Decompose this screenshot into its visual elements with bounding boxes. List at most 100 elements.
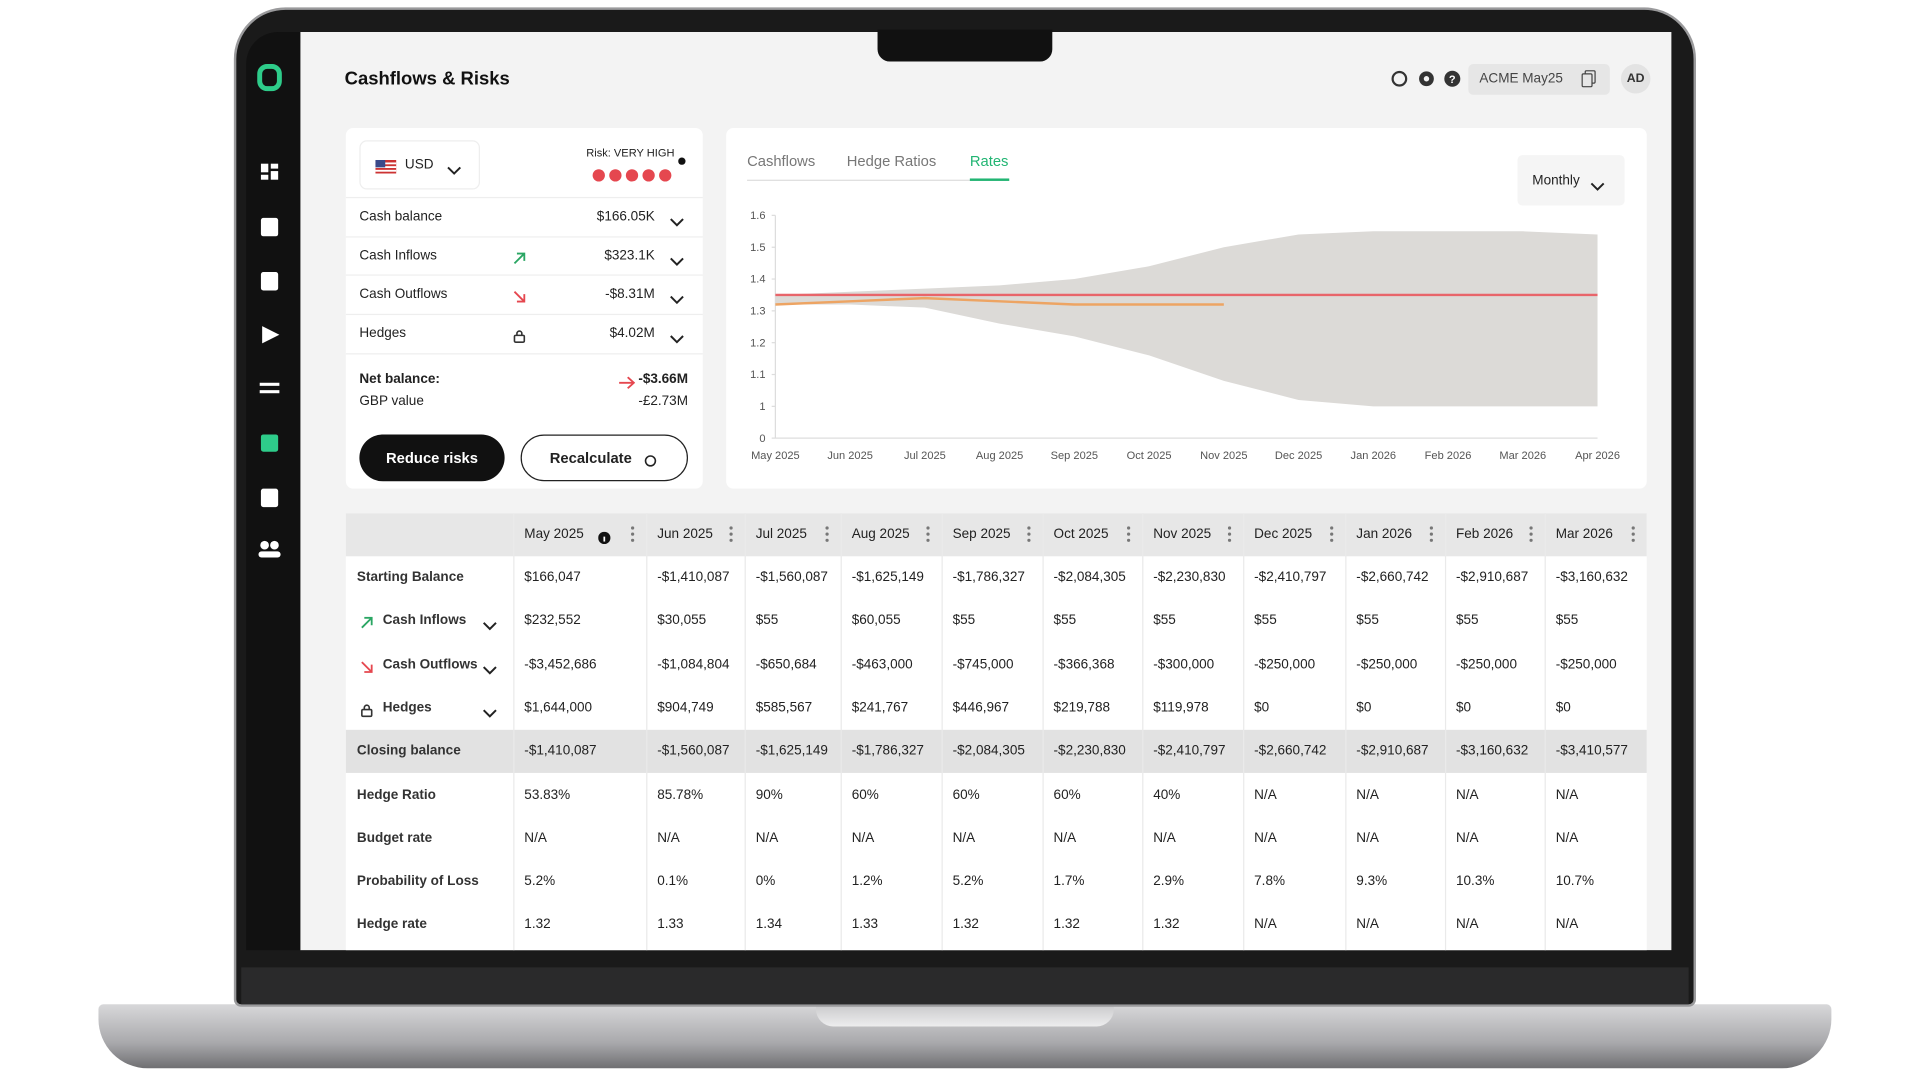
column-menu[interactable]	[1227, 526, 1232, 543]
column-rule	[1042, 513, 1044, 951]
row-divider	[345, 313, 703, 316]
cell: $55	[1555, 613, 1579, 629]
column-menu[interactable]	[1126, 526, 1131, 543]
cell: N/A	[1455, 917, 1479, 933]
cell: $0	[1254, 700, 1270, 715]
cell: -$2,084,305	[1053, 569, 1126, 585]
chevron[interactable]	[670, 251, 685, 267]
column-header: Jun 2025	[657, 526, 713, 542]
column-rule	[1142, 513, 1144, 951]
chevron-glyph	[482, 665, 497, 675]
flag-icon-glyph	[375, 159, 397, 174]
reduce-risks-button[interactable]	[359, 434, 505, 482]
chevron-glyph	[1590, 182, 1605, 191]
column-menu-glyph	[631, 526, 635, 542]
chevron[interactable]	[482, 659, 497, 675]
period-select[interactable]	[1517, 155, 1625, 206]
y-tick-label: 0	[759, 433, 765, 445]
chevron[interactable]	[670, 289, 685, 305]
chevron[interactable]	[447, 160, 462, 175]
chevron[interactable]	[1590, 176, 1605, 191]
cell: N/A	[851, 830, 875, 846]
cell: N/A	[952, 830, 976, 846]
cell: -$1,410,087	[657, 569, 730, 585]
cell: $446,967	[952, 700, 1010, 715]
currency-select[interactable]	[359, 140, 480, 190]
row-icon	[513, 250, 526, 265]
summary-value: -$8.31M	[605, 286, 655, 302]
column-menu[interactable]	[1529, 526, 1534, 543]
cell: $0	[1455, 700, 1472, 715]
cell: -$3,452,686	[524, 656, 597, 672]
net-arrow-glyph	[619, 376, 636, 389]
copy-icon[interactable]	[1581, 70, 1597, 88]
cell: $0	[1356, 700, 1372, 715]
chevron[interactable]	[670, 329, 685, 344]
cell: $166,047	[524, 569, 581, 585]
cell: $219,788	[1053, 700, 1111, 715]
column-menu[interactable]	[1429, 526, 1434, 543]
cell: 1.32	[1053, 917, 1080, 933]
column-menu[interactable]	[825, 526, 830, 543]
cell: -$2,230,830	[1153, 569, 1226, 585]
cell: 0%	[755, 873, 776, 889]
cell: -$2,230,830	[1053, 743, 1126, 759]
gbp-label: GBP value	[359, 393, 424, 409]
row-label: Cash Outflows	[382, 656, 478, 672]
currency: USD	[404, 157, 434, 173]
cell: -$250,000	[1455, 656, 1517, 672]
cell: N/A	[1254, 917, 1277, 933]
risk-label: Risk: VERY HIGH	[586, 146, 675, 159]
cell: 1.2%	[851, 873, 883, 889]
rate-line	[775, 296, 1224, 306]
toolbar-icons[interactable]: ?	[1386, 66, 1465, 91]
column-menu[interactable]	[729, 526, 734, 543]
info-icon	[598, 528, 611, 544]
cell: N/A	[1555, 830, 1579, 846]
column-menu[interactable]	[1026, 526, 1031, 543]
cell: 85.78%	[657, 787, 704, 802]
row-divider	[345, 274, 703, 276]
column-rule	[744, 513, 746, 951]
x-tick-label: May 2025	[751, 450, 800, 462]
column-menu[interactable]	[1329, 526, 1334, 543]
cell: N/A	[1555, 787, 1579, 802]
row-icon	[513, 327, 526, 343]
column-rule	[1243, 513, 1245, 951]
rate-band	[775, 231, 1598, 407]
svg-text:?: ?	[1449, 74, 1456, 86]
column-header: Jan 2026	[1356, 526, 1413, 542]
chevron[interactable]	[482, 703, 497, 718]
column-menu[interactable]	[1631, 526, 1636, 543]
cell: N/A	[1153, 830, 1176, 846]
cell: -$3,410,577	[1555, 743, 1628, 759]
cell: N/A	[657, 830, 680, 846]
copy-icon-glyph	[1581, 70, 1596, 88]
avatar[interactable]	[1620, 63, 1651, 94]
row-divider	[345, 236, 703, 238]
cell: N/A	[1053, 830, 1077, 846]
cell: 40%	[1153, 787, 1181, 802]
column-header: Sep 2025	[952, 526, 1011, 542]
x-tick-label: Feb 2026	[1425, 450, 1472, 462]
chevron[interactable]	[670, 212, 685, 227]
chevron-glyph	[670, 295, 684, 305]
cell: N/A	[1254, 787, 1277, 802]
summary-value: $4.02M	[609, 326, 655, 341]
column-menu-glyph	[926, 526, 930, 542]
recalculate-button[interactable]	[520, 434, 688, 482]
tab[interactable]: Hedge Ratios	[846, 152, 937, 170]
x-tick-label: Jan 2026	[1351, 450, 1397, 462]
column-menu[interactable]	[926, 526, 931, 543]
cell: -$2,660,742	[1254, 743, 1327, 759]
column-menu[interactable]	[630, 526, 635, 543]
cell: -$250,000	[1356, 656, 1418, 672]
chevron[interactable]	[482, 616, 497, 631]
row-icon	[361, 615, 373, 629]
x-tick-label: Jul 2025	[904, 450, 946, 462]
cell: 60%	[1053, 787, 1081, 802]
tab[interactable]: Cashflows	[747, 152, 816, 170]
tab[interactable]: Rates	[969, 152, 1009, 170]
nav-icons[interactable]	[258, 163, 281, 558]
